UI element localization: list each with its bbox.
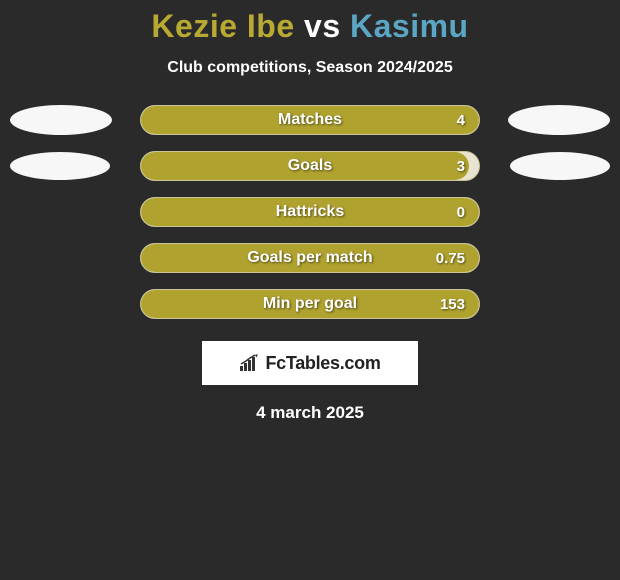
stat-row: Matches4 — [0, 105, 620, 135]
stat-bar: Goals per match0.75 — [140, 243, 480, 273]
left-ellipse — [10, 152, 110, 180]
stat-bar-fill — [141, 290, 479, 318]
right-ellipse — [508, 105, 610, 135]
stat-row: Goals per match0.75 — [0, 243, 620, 273]
date-label: 4 march 2025 — [256, 403, 364, 423]
logo-text: FcTables.com — [265, 353, 380, 374]
page-title: Kezie Ibe vs Kasimu — [151, 8, 468, 45]
chart-icon — [239, 354, 261, 372]
title-vs: vs — [304, 8, 341, 44]
stat-row: Goals3 — [0, 151, 620, 181]
logo: FcTables.com — [239, 353, 380, 374]
right-ellipse — [510, 152, 610, 180]
stat-bar: Min per goal153 — [140, 289, 480, 319]
stat-bar: Goals3 — [140, 151, 480, 181]
stat-bar-fill — [141, 244, 479, 272]
left-ellipse — [10, 105, 112, 135]
stat-bar: Hattricks0 — [140, 197, 480, 227]
logo-box[interactable]: FcTables.com — [202, 341, 418, 385]
stat-bar: Matches4 — [140, 105, 480, 135]
title-player2: Kasimu — [350, 8, 469, 44]
stat-bar-fill — [141, 198, 479, 226]
subtitle: Club competitions, Season 2024/2025 — [167, 59, 452, 77]
stat-bar-fill — [141, 152, 469, 180]
stat-bar-fill — [141, 106, 479, 134]
stat-row: Hattricks0 — [0, 197, 620, 227]
stats-bars: Matches4 Goals3 Hattricks0 Goals per match0… — [0, 105, 620, 335]
comparison-widget: Kezie Ibe vs Kasimu Club competitions, S… — [0, 0, 620, 423]
stat-row: Min per goal153 — [0, 289, 620, 319]
title-player1: Kezie Ibe — [151, 8, 294, 44]
